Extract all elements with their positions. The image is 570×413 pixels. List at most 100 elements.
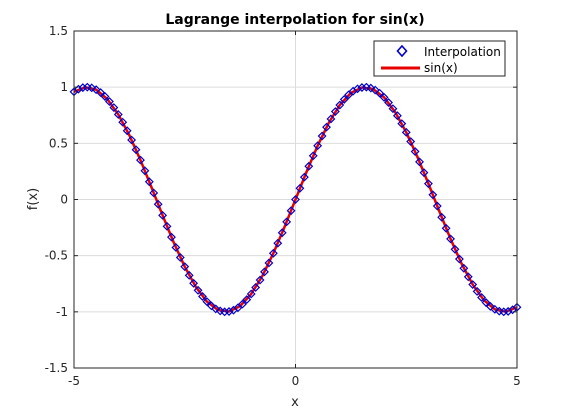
interpolation-point [419,168,429,178]
interpolation-point [392,111,402,121]
interpolation-point [459,263,469,273]
interpolation-point [153,199,163,209]
interpolation-point [441,223,451,233]
interpolation-point [255,275,265,285]
interpolation-point [211,304,221,314]
interpolation-point [291,195,300,204]
y-tick-label: -0.5 [45,249,68,263]
interpolation-point [481,298,491,307]
interpolation-point [437,212,447,222]
interpolation-point [144,177,154,187]
interpolation-point [109,103,119,113]
interpolation-point [202,297,212,307]
interpolation-point [282,217,292,227]
interpolation-point [406,137,416,146]
interpolation-point [410,147,420,156]
interpolation-point [171,243,181,252]
interpolation-point [118,117,128,127]
y-tick-label: 1 [60,80,68,94]
x-tick-label: -5 [68,374,80,388]
interpolation-point [353,84,362,94]
interpolation-point [317,131,327,141]
interpolation-point [104,97,114,106]
interpolation-point [397,119,407,129]
interpolation-point [189,278,199,288]
axis-ticks [73,30,518,369]
interpolation-point [175,253,185,262]
interpolation-point [485,301,495,311]
interpolation-point [198,291,207,301]
interpolation-point [246,289,256,299]
interpolation-point [131,145,141,155]
interpolation-point [242,295,252,305]
interpolation-point [299,172,309,182]
interpolation-point [268,248,278,258]
y-tick-label: 1.5 [49,24,68,38]
interpolation-point [96,88,106,98]
interpolation-point [490,304,500,314]
tick-labels: -5 0 5 1.5 1 0.5 0 -0.5 -1 -1.5 [45,24,521,388]
interpolation-point [206,301,216,311]
interpolation-point [224,307,234,316]
legend-label-interpolation: Interpolation [424,45,501,59]
interpolation-point [237,299,247,309]
interpolation-point [322,122,331,132]
interpolation-point [87,83,97,93]
interpolation-point [335,100,345,110]
interpolation-point [375,88,385,98]
interpolation-point [162,221,172,231]
interpolation-point [415,157,424,167]
interpolation-point [167,232,176,242]
interpolation-point [503,306,513,316]
interpolation-point [446,234,455,244]
interpolation-point [91,85,101,95]
interpolation-point [428,190,438,200]
interpolation-point [122,126,132,136]
interpolation-point [384,98,393,108]
interpolation-point [313,141,323,151]
interpolation-point [463,272,473,282]
interpolation-point [260,267,269,277]
interpolation-point [286,206,296,216]
interpolation-point [277,228,287,238]
y-axis-label: f(x) [26,188,41,210]
interpolation-point [264,258,274,268]
interpolation-point [158,210,168,220]
interpolation-point [149,188,159,198]
interpolation-point [127,135,137,145]
interpolation-point [73,84,83,94]
interpolation-point [477,293,487,302]
legend: Interpolation sin(x) [373,40,506,77]
interpolation-point [454,254,464,264]
sine-line-group [73,86,518,313]
interpolation-point [100,92,110,101]
x-tick-label: 5 [513,374,521,388]
interpolation-point [472,286,482,296]
interpolation-point [366,83,376,93]
interpolation-point [423,179,433,189]
interpolation-point [180,262,190,272]
interpolation-point [339,94,349,104]
interpolation-point [379,92,389,102]
interpolation-point [184,270,194,280]
y-tick-label: -1.5 [45,361,68,375]
interpolation-point [330,107,340,116]
interpolation-point [401,127,411,137]
interpolation-point [113,110,123,119]
interpolation-point [193,285,203,295]
interpolation-point [468,280,478,289]
interpolation-point [308,151,318,161]
legend-label-sin: sin(x) [424,61,458,75]
interpolation-point [136,155,145,165]
x-axis-label: x [291,395,299,410]
interpolation-point [140,166,150,176]
interpolation-point [388,104,398,114]
interpolation-markers [69,82,522,317]
legend-marker-interpolation [396,44,408,58]
y-tick-label: 0.5 [49,136,68,150]
y-tick-label: 0 [60,193,68,207]
interpolation-point [304,161,314,171]
y-tick-label: -1 [56,305,68,319]
legend-box [373,40,506,77]
